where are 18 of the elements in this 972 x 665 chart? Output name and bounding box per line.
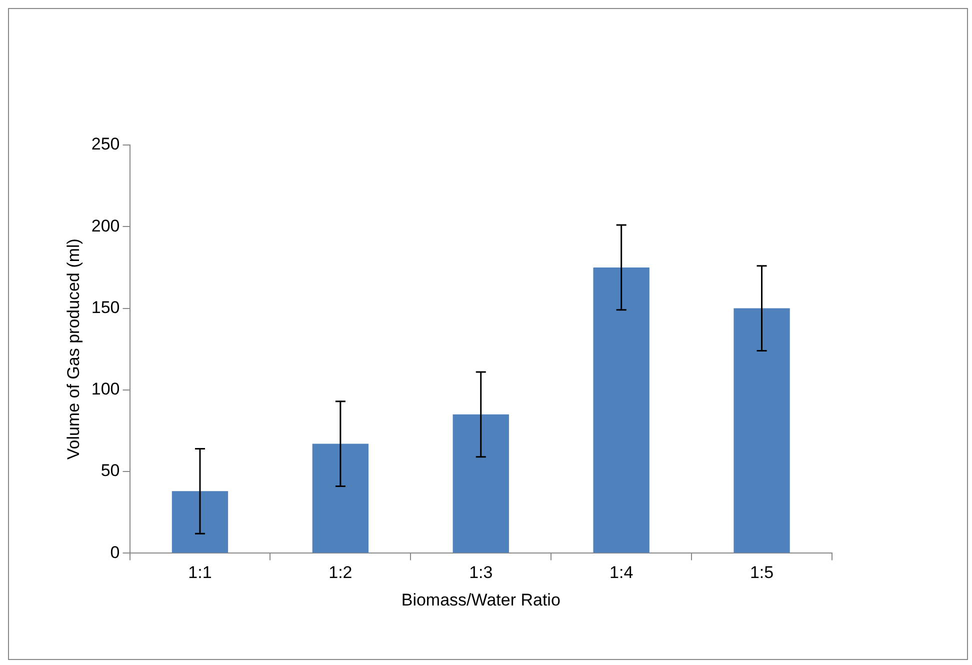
- x-tick-label: 1:2: [328, 563, 352, 582]
- y-axis-title: Volume of Gas produced (ml): [64, 238, 83, 460]
- x-tick-label: 1:5: [750, 563, 774, 582]
- y-tick-label: 150: [91, 298, 120, 317]
- x-tick-label: 1:4: [610, 563, 634, 582]
- x-tick-label: 1:3: [469, 563, 493, 582]
- y-tick-label: 200: [91, 216, 120, 236]
- y-tick-label: 250: [91, 134, 120, 154]
- x-tick-label: 1:1: [188, 563, 212, 582]
- y-tick-label: 50: [100, 461, 120, 480]
- bar: [593, 267, 650, 553]
- bar: [312, 444, 369, 553]
- x-axis-title: Biomass/Water Ratio: [401, 590, 560, 610]
- bar: [734, 308, 790, 553]
- y-tick-label: 100: [91, 380, 120, 399]
- y-tick-label: 0: [110, 542, 120, 562]
- bar: [452, 414, 509, 553]
- bar: [172, 491, 228, 553]
